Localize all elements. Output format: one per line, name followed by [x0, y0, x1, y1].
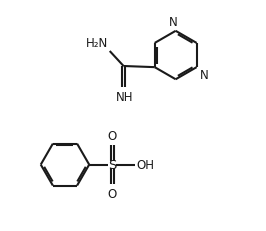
Text: N: N: [200, 69, 208, 82]
Text: H₂N: H₂N: [86, 37, 108, 50]
Text: NH: NH: [115, 90, 133, 103]
Text: S: S: [108, 158, 117, 171]
Text: OH: OH: [136, 158, 155, 171]
Text: N: N: [169, 16, 178, 29]
Text: O: O: [108, 187, 117, 200]
Text: O: O: [108, 130, 117, 143]
